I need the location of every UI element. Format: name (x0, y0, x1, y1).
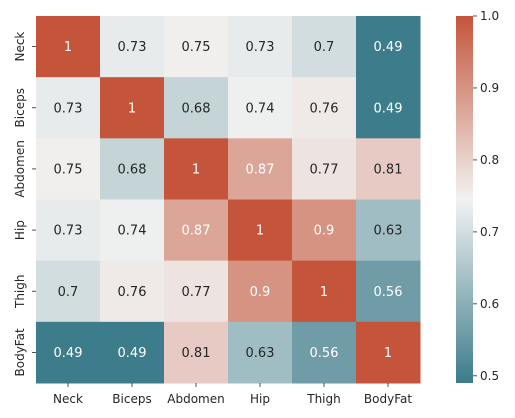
cell-value-label: 0.49 (118, 346, 147, 361)
y-axis-labels: Neck Biceps Abdomen Hip Thigh BodyFat (13, 32, 36, 376)
cell-value-label: 0.56 (374, 285, 403, 300)
cell-value-label: 0.63 (246, 346, 275, 361)
heatmap-cell (356, 16, 421, 78)
heatmap-cell (164, 138, 229, 200)
cell-value-label: 1 (384, 346, 392, 361)
colorbar-tick-label: 1.0 (480, 9, 499, 23)
x-axis-labels: Neck Biceps Abdomen Hip Thigh BodyFat (53, 383, 412, 406)
heatmap-cell (292, 321, 357, 384)
y-tick-label: Biceps (13, 88, 27, 127)
cell-value-label: 1 (256, 224, 264, 239)
x-tick-label: Hip (250, 392, 270, 406)
heatmap-cell (292, 199, 357, 262)
x-tick-label: Neck (53, 392, 83, 406)
y-tick-label: Neck (13, 32, 27, 62)
cell-value-label: 0.75 (54, 162, 83, 177)
cell-value-label: 0.68 (118, 162, 147, 177)
heatmap-cell (228, 260, 293, 323)
cell-value-label: 0.74 (118, 224, 147, 239)
cell-value-label: 0.76 (310, 101, 339, 116)
heatmap-cell (292, 16, 357, 78)
cell-value-label: 0.49 (374, 101, 403, 116)
heatmap-cell (36, 16, 101, 78)
heatmap-cell (164, 260, 229, 323)
heatmap-cell (356, 138, 421, 200)
heatmap-cell (100, 77, 165, 139)
heatmap-cell (100, 199, 165, 262)
colorbar-ticks: 0.5 0.6 0.7 0.8 0.9 1.0 (473, 9, 499, 383)
heatmap-cell (228, 321, 293, 384)
cell-value-label: 0.73 (54, 101, 83, 116)
colorbar (456, 16, 473, 383)
cell-value-label: 0.63 (374, 224, 403, 239)
cell-value-label: 0.74 (246, 101, 275, 116)
heatmap-cells: 1 0.73 0.75 0.73 0.7 0.49 0.73 1 0.68 0.74 0.76 0.4… (36, 16, 421, 384)
heatmap-cell (356, 199, 421, 262)
cell-value-label: 0.7 (58, 285, 79, 300)
colorbar-tick-label: 0.6 (480, 297, 499, 311)
heatmap-cell (228, 138, 293, 200)
heatmap-cell (36, 321, 101, 384)
cell-value-label: 0.49 (54, 346, 83, 361)
heatmap-cell (100, 321, 165, 384)
cell-value-label: 1 (64, 40, 72, 55)
cell-value-label: 0.9 (250, 285, 271, 300)
heatmap-cell (292, 138, 357, 200)
heatmap-cell (36, 199, 101, 262)
cell-value-label: 0.56 (310, 346, 339, 361)
heatmap-cell (356, 260, 421, 323)
x-tick-label: Abdomen (167, 392, 224, 406)
cell-value-label: 0.87 (182, 224, 211, 239)
heatmap-cell (100, 16, 165, 78)
cell-value-label: 0.73 (118, 40, 147, 55)
heatmap-cell (356, 77, 421, 139)
heatmap-cell (164, 16, 229, 78)
colorbar-tick-label: 0.7 (480, 225, 499, 239)
cell-value-label: 0.76 (118, 285, 147, 300)
heatmap-cell (36, 77, 101, 139)
cell-value-label: 0.7 (314, 40, 335, 55)
heatmap-cell (100, 138, 165, 200)
cell-value-label: 0.77 (182, 285, 211, 300)
heatmap-cell (356, 321, 421, 384)
colorbar-tick-label: 0.5 (480, 369, 499, 383)
x-tick-label: BodyFat (364, 392, 412, 406)
cell-value-label: 0.81 (182, 346, 211, 361)
y-tick-label: Abdomen (13, 140, 27, 197)
heatmap-cell (36, 260, 101, 323)
cell-value-label: 0.75 (182, 40, 211, 55)
x-tick-label: Biceps (112, 392, 151, 406)
heatmap-cell (100, 260, 165, 323)
y-tick-label: Hip (13, 220, 27, 240)
cell-value-label: 0.87 (246, 162, 275, 177)
cell-value-label: 1 (128, 101, 136, 116)
cell-value-label: 0.68 (182, 101, 211, 116)
colorbar-tick-label: 0.9 (480, 81, 499, 95)
heatmap-cell (228, 199, 293, 262)
cell-value-label: 0.81 (374, 162, 403, 177)
heatmap-cell (164, 321, 229, 384)
cell-value-label: 1 (192, 162, 200, 177)
x-tick-label: Thigh (306, 392, 341, 406)
cell-value-label: 1 (320, 285, 328, 300)
colorbar-tick-label: 0.8 (480, 153, 499, 167)
heatmap-cell (292, 260, 357, 323)
heatmap-cell (36, 138, 101, 200)
heatmap-cell (164, 77, 229, 139)
heatmap-cell (164, 199, 229, 262)
cell-value-label: 0.73 (246, 40, 275, 55)
cell-value-label: 0.73 (54, 224, 83, 239)
cell-value-label: 0.49 (374, 40, 403, 55)
y-tick-label: BodyFat (13, 328, 27, 376)
y-tick-label: Thigh (13, 275, 27, 310)
cell-value-label: 0.9 (314, 224, 335, 239)
heatmap-cell (228, 16, 293, 78)
cell-value-label: 0.77 (310, 162, 339, 177)
heatmap-cell (292, 77, 357, 139)
heatmap-cell (228, 77, 293, 139)
